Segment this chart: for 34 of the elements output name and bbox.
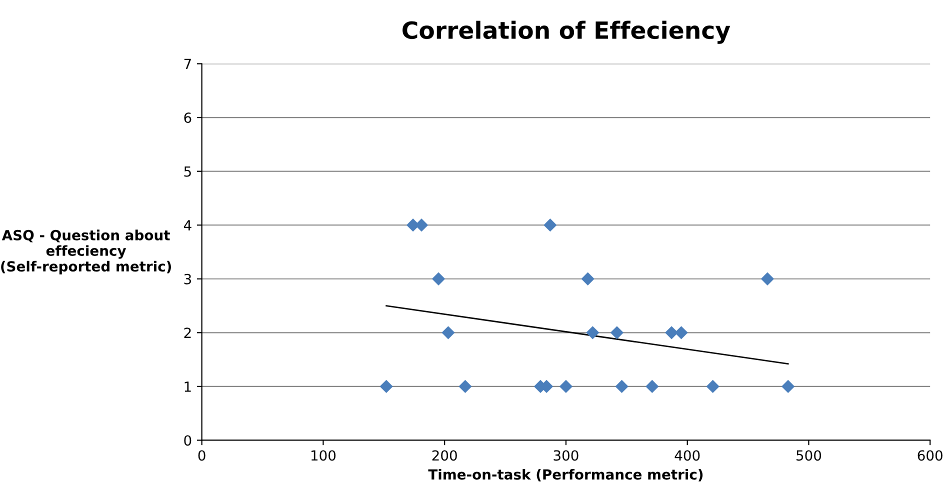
x-tick-label: 200 [432,450,457,461]
point [760,272,774,286]
point [674,326,688,340]
y-tick-label: 2 [184,328,191,338]
x-tick-label: 600 [918,450,942,461]
x-tick-label: 100 [311,450,336,461]
x-tick-label: 500 [796,450,822,461]
point [544,218,557,232]
x-tick-label: 400 [674,450,700,461]
point [458,380,472,394]
point [646,380,659,394]
x-tick-label: 300 [554,450,578,461]
y-tick-label: 7 [184,58,191,70]
point [610,326,624,340]
point [442,326,455,340]
y-tick-label: 4 [184,220,192,230]
chart-title: Correlation of Effeciency [402,20,730,44]
point [664,326,678,340]
point [782,380,795,394]
y-tick-label: 0 [184,435,192,446]
point [559,380,573,394]
point [586,326,600,340]
point [706,380,720,394]
x-axis-title: Time-on-task (Performance metric) [428,468,703,482]
point [432,272,446,286]
y-axis-title: ASQ - Question about effeciency (Self-reported metric) [1,230,171,274]
point [581,272,594,286]
point [615,380,628,394]
y-tick-label: 6 [184,112,192,123]
y-tick-label: 1 [184,382,191,392]
y-tick-label: 3 [184,274,191,284]
y-tick-label: 5 [184,166,191,177]
point [380,380,393,394]
x-tick-label: 0 [198,450,206,461]
